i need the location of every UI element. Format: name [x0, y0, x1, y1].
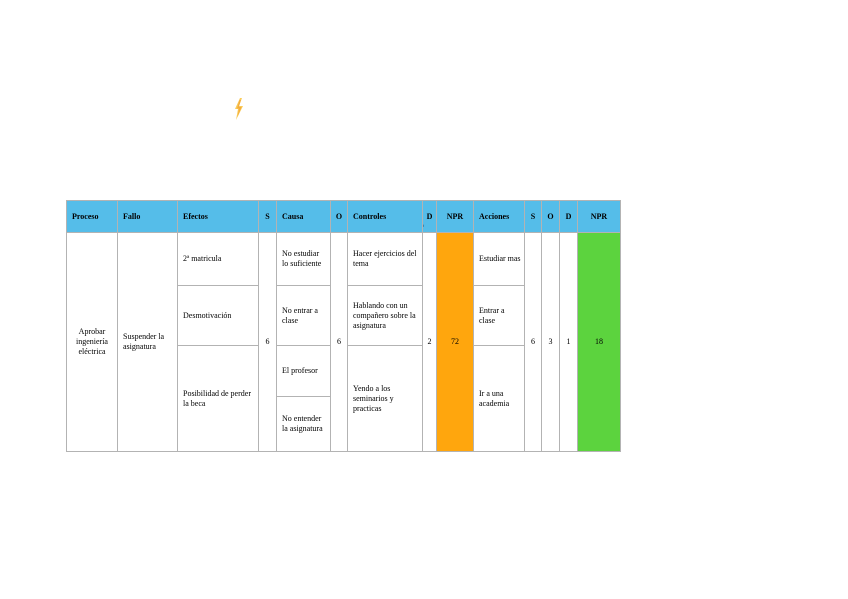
cell-control-1: Hacer ejercicios del tema	[347, 232, 423, 286]
header-deteccion: D texto	[422, 200, 437, 233]
cell-causa-4: No entender la asignatura	[276, 396, 331, 452]
cell-deteccion: 2	[422, 232, 437, 452]
header-texto-annotation: texto	[424, 224, 425, 229]
header-ocurrencia-2: O	[541, 200, 560, 233]
table-header: Proceso Fallo Efectos S Causa O Controle…	[66, 200, 621, 233]
header-npr: NPR	[436, 200, 474, 233]
header-ocurrencia: O	[330, 200, 348, 233]
cell-control-2: Hablando con un compañero sobre la asign…	[347, 285, 423, 346]
cell-efecto-3: Posibilidad de perder la beca	[177, 345, 259, 452]
cell-severidad-2: 6	[524, 232, 542, 452]
cell-efecto-1: 2ª matricula	[177, 232, 259, 286]
cell-accion-1: Estudiar mas	[473, 232, 525, 286]
header-severidad-2: S	[524, 200, 542, 233]
header-acciones: Acciones	[473, 200, 525, 233]
header-fallo: Fallo	[117, 200, 178, 233]
cell-causa-2: No entrar a clase	[276, 285, 331, 346]
header-npr-2: NPR	[577, 200, 621, 233]
table-row: Posibilidad de perder la beca El profeso…	[67, 345, 621, 452]
header-deteccion-2: D	[559, 200, 578, 233]
fmea-table: Proceso Fallo Efectos S Causa O Controle…	[66, 200, 621, 452]
cell-deteccion-2: 1	[559, 232, 578, 452]
header-efectos: Efectos	[177, 200, 259, 233]
cell-npr-before: 72	[436, 232, 474, 452]
cell-ocurrencia: 6	[330, 232, 348, 452]
cell-causa-1: No estudiar lo suficiente	[276, 232, 331, 286]
cell-ocurrencia-2: 3	[541, 232, 560, 452]
header-controles: Controles	[347, 200, 423, 233]
cell-npr-after: 18	[577, 232, 621, 452]
cell-accion-3: Ir a una academia	[473, 345, 525, 452]
cell-severidad: 6	[258, 232, 277, 452]
cell-efecto-2: Desmotivación	[177, 285, 259, 346]
lightning-bolt-icon	[235, 98, 243, 120]
header-proceso: Proceso	[66, 200, 118, 233]
table-row: No entender la asignatura	[67, 396, 621, 452]
header-deteccion-label: D	[426, 211, 433, 221]
table-row: Desmotivación No entrar a clase Hablando…	[67, 285, 621, 346]
cell-control-3: Yendo a los seminarios y practicas	[347, 345, 423, 452]
cell-proceso: Aprobar ingeniería eléctrica	[66, 232, 118, 452]
header-severidad: S	[258, 200, 277, 233]
table-row: Aprobar ingeniería eléctrica Suspender l…	[66, 232, 621, 452]
cell-causa-3: El profesor	[276, 345, 331, 397]
header-causa: Causa	[276, 200, 331, 233]
cell-fallo: Suspender la asignatura	[117, 232, 178, 452]
cell-accion-2: Entrar a clase	[473, 285, 525, 346]
